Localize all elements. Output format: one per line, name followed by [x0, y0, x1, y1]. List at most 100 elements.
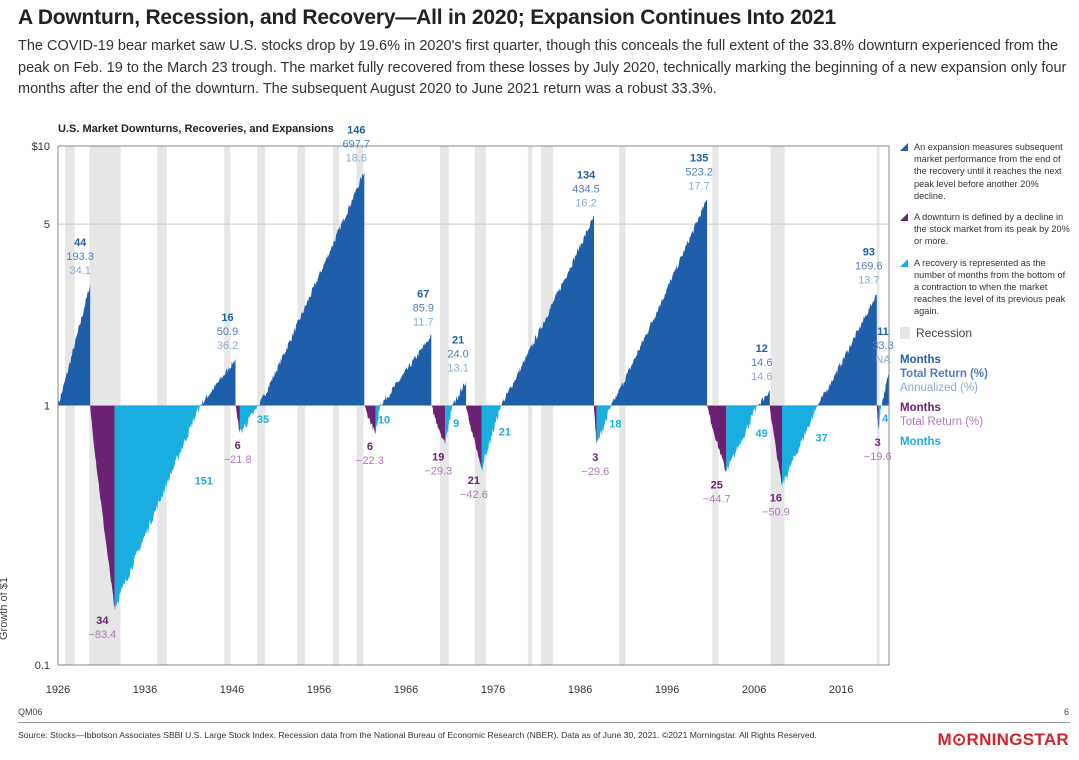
expansion-annualized-label: 13.1 — [447, 362, 468, 374]
expansion-triangle-icon — [900, 143, 908, 151]
expansion-months-label: 12 — [756, 343, 768, 355]
chart-title: U.S. Market Downturns, Recoveries, and E… — [58, 123, 334, 135]
downturn-total-label: −22.3 — [356, 455, 384, 467]
recovery-months-label: 35 — [257, 414, 269, 426]
downturn-months-label: 21 — [468, 475, 480, 487]
legend-downturn-text: A downturn is defined by a decline in th… — [914, 212, 1070, 247]
expansion-total-label: 193.3 — [66, 251, 94, 263]
expansion-total-label: 24.0 — [447, 348, 468, 360]
expansion-area — [380, 334, 432, 406]
recovery-months-label: 37 — [816, 433, 828, 445]
expansion-total-label: 85.9 — [413, 303, 434, 315]
expansion-total-label: 697.7 — [343, 138, 371, 150]
expansion-area — [452, 381, 467, 406]
downturn-total-label: −21.8 — [224, 454, 252, 466]
expansion-total-label: 50.9 — [217, 326, 238, 338]
recovery-months-label: 18 — [609, 418, 621, 430]
downturn-months-label: 6 — [235, 440, 241, 452]
key-dn-months: Months — [900, 401, 941, 414]
expansion-months-label: 21 — [452, 334, 464, 346]
downturn-total-label: −44.7 — [703, 493, 731, 505]
y-tick-label: 0.1 — [35, 660, 50, 672]
x-tick-label: 1946 — [220, 684, 244, 696]
expansion-total-label: 434.5 — [572, 184, 600, 196]
expansion-months-label: 146 — [347, 124, 365, 136]
recession-swatch-icon — [900, 326, 910, 339]
doc-code: QM06 — [18, 707, 43, 717]
legend-recovery: A recovery is represented as the number … — [900, 257, 1072, 318]
recovery-months-label: 10 — [378, 414, 390, 426]
downturn-months-label: 3 — [875, 437, 881, 449]
page-subtitle: The COVID-19 bear market saw U.S. stocks… — [18, 38, 1067, 97]
expansion-area — [58, 284, 91, 406]
expansion-months-label: 135 — [690, 152, 708, 164]
y-tick-label: $10 — [32, 141, 50, 153]
expansion-annualized-label: 14.6 — [751, 371, 772, 383]
recovery-area — [239, 405, 259, 434]
expansion-total-label: 33.3 — [872, 340, 893, 352]
series-areas — [58, 171, 889, 610]
downturn-months-label: 6 — [367, 441, 373, 453]
expansion-area — [817, 293, 877, 406]
expansion-months-label: 67 — [417, 289, 429, 301]
expansion-annualized-label: NA — [875, 354, 891, 366]
downturn-area — [876, 405, 879, 431]
expansion-total-label: 169.6 — [855, 261, 883, 273]
downturn-triangle-icon — [900, 213, 908, 222]
expansion-area — [611, 199, 708, 406]
x-tick-label: 2016 — [829, 684, 853, 696]
recovery-area — [782, 405, 818, 487]
x-tick-label: 1996 — [655, 684, 679, 696]
data-labels: 44 193.3 34.1 16 50.9 36.2 146 697.7 18.6 67 85.9 1… — [66, 124, 893, 640]
x-tick-label: 1936 — [133, 684, 157, 696]
key-dn-total: Total Return (%) — [900, 415, 984, 428]
key-exp-annualized: Annualized (%) — [900, 381, 978, 394]
footer-divider — [18, 722, 1070, 723]
x-tick-label: 1976 — [481, 684, 505, 696]
page-title: A Downturn, Recession, and Recovery—All … — [18, 6, 836, 29]
downturn-area — [431, 405, 446, 445]
downturn-months-label: 34 — [96, 615, 109, 627]
legend-recession: Recession — [900, 326, 1072, 339]
legend-downturn: A downturn is defined by a decline in th… — [900, 211, 1072, 248]
recovery-months-label: 21 — [499, 426, 511, 438]
recovery-months-label: 49 — [755, 428, 767, 440]
downturn-area — [769, 405, 782, 486]
downturn-total-label: −29.6 — [581, 466, 609, 478]
expansion-annualized-label: 17.7 — [688, 180, 709, 192]
recovery-area — [726, 405, 758, 472]
expansion-area — [500, 215, 594, 406]
legend: An expansion measures subsequent market … — [900, 141, 1072, 449]
expansion-total-label: 14.6 — [751, 357, 772, 369]
y-tick-label: 1 — [44, 401, 50, 413]
expansion-area — [757, 390, 770, 406]
downturn-total-label: −42.6 — [460, 489, 488, 501]
downturn-area — [235, 405, 240, 434]
recovery-area — [114, 405, 200, 610]
expansion-annualized-label: 16.2 — [575, 198, 596, 210]
expansion-annualized-label: 36.2 — [217, 340, 238, 352]
downturn-months-label: 19 — [432, 452, 444, 464]
x-tick-label: 1966 — [394, 684, 418, 696]
recovery-triangle-icon — [900, 258, 908, 267]
recovery-area — [445, 405, 453, 446]
legend-expansion-text: An expansion measures subsequent market … — [914, 142, 1063, 201]
x-tick-label: 1956 — [307, 684, 331, 696]
expansion-annualized-label: 11.7 — [413, 317, 434, 329]
recovery-area — [596, 405, 612, 442]
expansion-area — [199, 359, 236, 406]
downturn-area — [90, 405, 115, 608]
downturn-area — [466, 405, 482, 469]
downturn-total-label: −29.3 — [424, 466, 452, 478]
expansion-months-label: 93 — [863, 247, 875, 259]
recovery-months-label: 151 — [195, 475, 213, 487]
expansion-annualized-label: 18.6 — [346, 152, 367, 164]
expansion-area — [259, 171, 365, 406]
downturn-total-label: −19.6 — [864, 451, 892, 463]
x-tick-label: 2006 — [742, 684, 766, 696]
expansion-total-label: 523.2 — [685, 166, 713, 178]
downturn-total-label: −50.9 — [762, 507, 790, 519]
expansion-annualized-label: 13.7 — [858, 275, 879, 287]
downturn-total-label: −83.4 — [88, 629, 116, 641]
